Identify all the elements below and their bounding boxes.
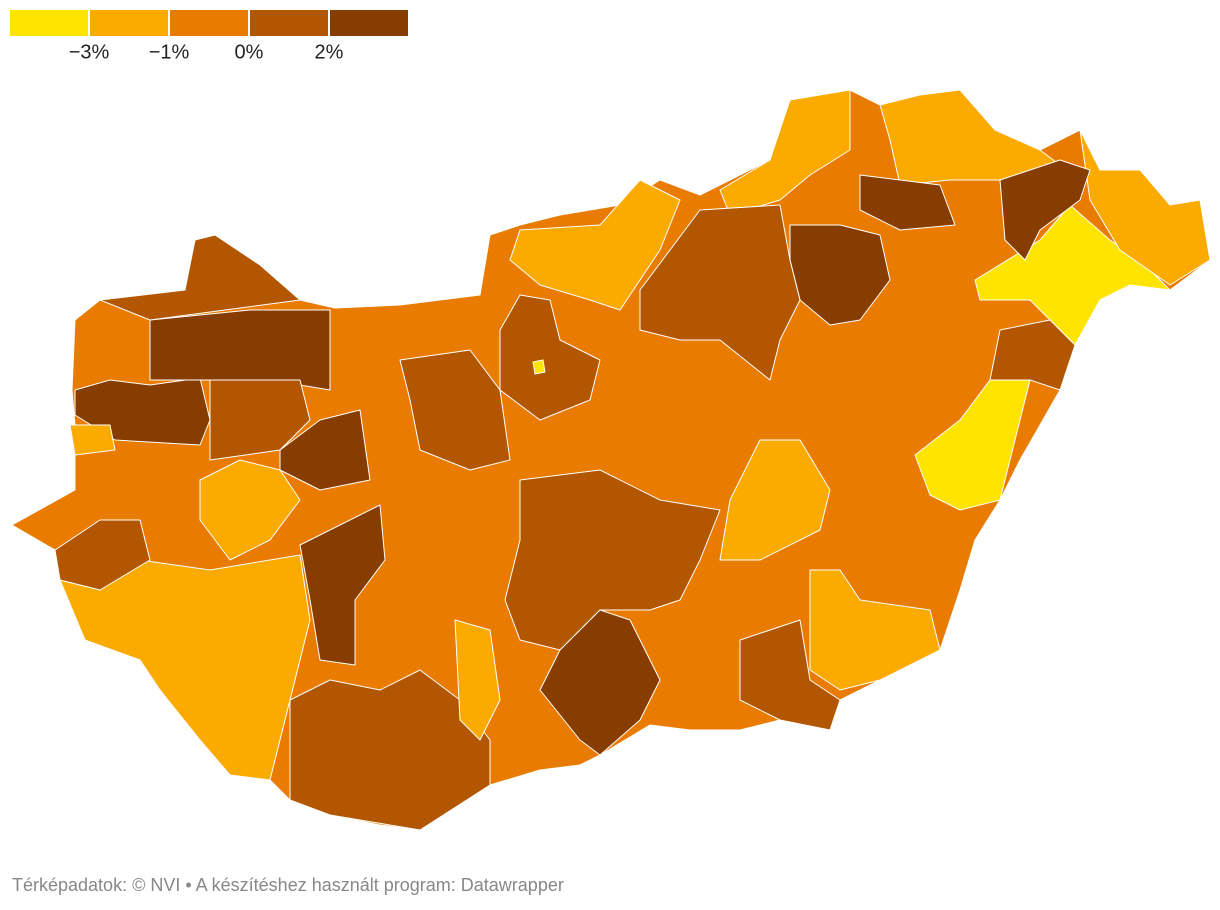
region (539, 609, 661, 756)
legend-swatch (170, 10, 248, 36)
region (639, 204, 801, 381)
region (509, 179, 681, 311)
footer-credit: Térképadatok: © NVI • A készítéshez hasz… (12, 875, 564, 895)
region (399, 349, 511, 471)
map (11, 89, 1211, 831)
region (809, 569, 941, 691)
region (279, 409, 371, 491)
region (499, 294, 601, 421)
region (914, 379, 1031, 511)
region (719, 439, 831, 561)
region (999, 159, 1091, 261)
region (859, 174, 956, 231)
region (289, 669, 491, 831)
region (739, 619, 841, 731)
region (454, 619, 501, 741)
legend: −3% −1% 0% 2% (10, 10, 408, 63)
region (69, 424, 116, 456)
region (209, 379, 311, 461)
legend-tick-label: 0% (235, 41, 264, 63)
region (54, 519, 151, 591)
legend-tick-label: −3% (69, 41, 110, 63)
legend-swatch (250, 10, 328, 36)
region (989, 319, 1076, 391)
legend-swatch (90, 10, 168, 36)
legend-tick-label: −1% (149, 41, 190, 63)
region (719, 89, 851, 216)
region (199, 459, 301, 561)
legend-swatch (330, 10, 408, 36)
region (532, 359, 546, 375)
legend-tick-label: 2% (315, 41, 344, 63)
region (149, 309, 331, 391)
region (1079, 129, 1211, 286)
region (504, 469, 721, 651)
region (299, 504, 386, 666)
region (99, 234, 301, 321)
legend-swatch (10, 10, 88, 36)
